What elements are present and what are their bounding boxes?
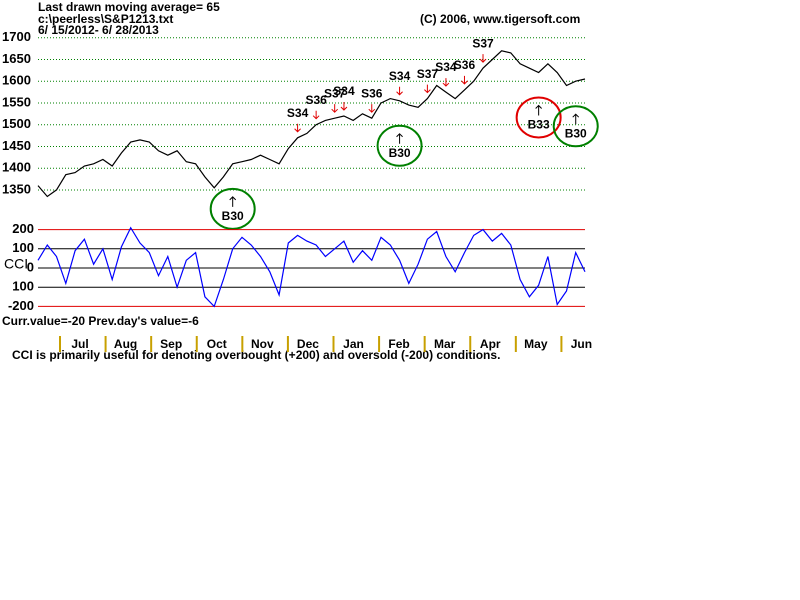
buy-arrow — [572, 113, 580, 125]
month-label: Nov — [251, 337, 274, 351]
month-label: Oct — [207, 337, 227, 351]
signal-label: B30 — [565, 126, 587, 140]
y-tick-label: 1550 — [2, 94, 31, 109]
series-line — [37, 50, 586, 198]
signal-label: B33 — [528, 118, 550, 132]
signal-label: B30 — [389, 146, 411, 160]
sell-arrow — [461, 75, 468, 85]
signal-label: S34 — [435, 60, 457, 74]
sell-arrow — [479, 54, 487, 63]
month-label: Sep — [160, 337, 182, 351]
sell-arrow — [331, 104, 339, 113]
month-label: Apr — [480, 337, 501, 351]
sell-arrow — [442, 78, 450, 87]
signal-circle — [552, 105, 599, 148]
y-tick-label: 1650 — [2, 51, 31, 66]
y-tick-label: 0 — [27, 259, 34, 274]
signal-label: S34 — [333, 84, 355, 98]
y-tick-label: -200 — [8, 298, 34, 313]
signal-label: S34 — [287, 106, 309, 120]
y-tick-label: 100 — [12, 240, 34, 255]
y-tick-label: 1700 — [2, 29, 31, 44]
sell-arrow — [340, 102, 348, 111]
month-label: Dec — [297, 337, 319, 351]
y-tick-label: 1600 — [2, 73, 31, 88]
month-label: Aug — [114, 337, 137, 351]
signal-label: S36 — [454, 58, 476, 72]
month-label: Feb — [388, 337, 409, 351]
signal-label: S37 — [417, 67, 439, 81]
month-label: Jan — [343, 337, 364, 351]
signal-label: S34 — [389, 69, 411, 83]
month-label: Jul — [71, 337, 88, 351]
y-tick-label: 100 — [12, 279, 34, 294]
buy-arrow — [396, 133, 403, 144]
y-tick-label: 1450 — [2, 138, 31, 153]
y-tick-label: 1350 — [2, 181, 31, 196]
sell-arrow — [294, 123, 301, 133]
sell-arrow — [312, 110, 320, 120]
signal-label: S36 — [305, 93, 327, 107]
sell-arrow — [424, 84, 431, 94]
month-label: May — [524, 337, 548, 351]
buy-arrow — [229, 196, 237, 207]
y-tick-label: 200 — [12, 221, 34, 236]
header-line: 6/ 15/2012- 6/ 28/2013 — [38, 23, 159, 37]
signal-circle — [376, 124, 423, 167]
y-tick-label: 1500 — [2, 116, 31, 131]
signal-circle — [515, 96, 562, 139]
signal-label: S37 — [324, 86, 346, 100]
month-label: Mar — [434, 337, 456, 351]
sell-arrow — [396, 86, 403, 96]
series-line — [37, 226, 586, 308]
buy-arrow — [535, 104, 542, 116]
cci-label: CCI — [4, 256, 28, 272]
signal-label: S37 — [472, 36, 494, 50]
y-tick-label: 1400 — [2, 160, 31, 175]
signal-label: B30 — [222, 209, 244, 223]
copyright: (C) 2006, www.tigersoft.com — [420, 12, 580, 26]
footer-line: Curr.value=-20 Prev.day's value=-6 — [2, 314, 199, 328]
sell-arrow — [368, 104, 376, 113]
signal-label: S36 — [361, 86, 383, 100]
header-line: Last drawn moving average= 65 — [38, 0, 220, 14]
signal-circle — [209, 187, 256, 230]
month-label: Jun — [571, 337, 592, 351]
header-line: c:\peerless\S&P1213.txt — [38, 12, 173, 26]
